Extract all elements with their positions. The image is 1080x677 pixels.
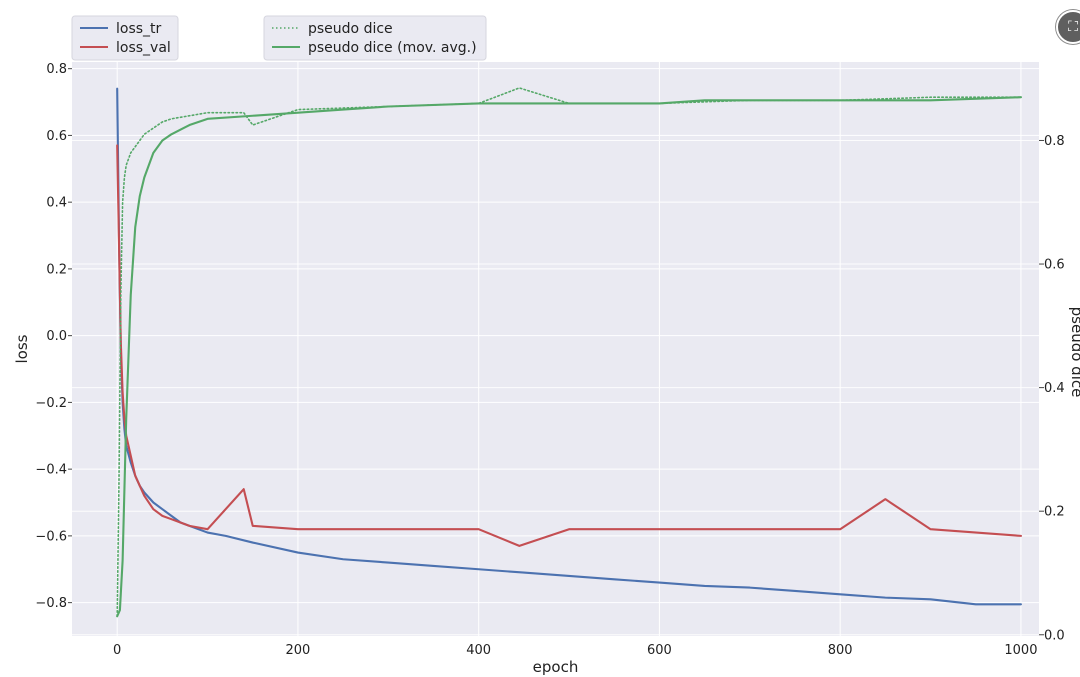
y-axis-right-label: pseudo dice bbox=[1068, 307, 1080, 398]
legend-label-2-2: pseudo dice (mov. avg.) bbox=[308, 40, 477, 56]
y-right-tick-label-4: 0.0 bbox=[1044, 628, 1065, 643]
y-left-tick-label-4: 0.0 bbox=[46, 329, 67, 344]
y-left-tick-label-5: −0.2 bbox=[35, 396, 67, 411]
y-right-tick-label-3: 0.2 bbox=[1044, 505, 1065, 520]
legend-label-1-1: loss_tr bbox=[116, 21, 162, 37]
y-left-tick-label-8: −0.8 bbox=[35, 596, 67, 611]
y-left-tick-label-6: −0.4 bbox=[35, 463, 67, 478]
legend-box-2 bbox=[263, 15, 487, 61]
x-tick-label-0: 0 bbox=[113, 643, 121, 658]
y-left-tick-label-2: 0.4 bbox=[46, 196, 67, 211]
y-left-tick-label-1: 0.6 bbox=[46, 129, 67, 144]
plot-area bbox=[72, 62, 1039, 636]
x-tick-label-3: 600 bbox=[647, 643, 672, 658]
y-left-tick-label-7: −0.6 bbox=[35, 529, 67, 544]
series-line-loss-tr bbox=[116, 87, 1022, 606]
x-tick-label-1: 200 bbox=[286, 643, 311, 658]
expand-icon[interactable]: ⛶ bbox=[1056, 10, 1080, 44]
y-left-tick-label-3: 0.2 bbox=[46, 262, 67, 277]
legend-label-2-1: pseudo dice bbox=[308, 21, 393, 37]
series-line-pseudo-dice-mov-avg- bbox=[116, 96, 1022, 618]
legend-label-1-2: loss_val bbox=[116, 40, 171, 56]
x-tick-label-2: 400 bbox=[466, 643, 491, 658]
x-tick-label-5: 1000 bbox=[1004, 643, 1037, 658]
y-left-tick-label-0: 0.8 bbox=[46, 62, 67, 77]
y-right-tick-label-0: 0.8 bbox=[1044, 134, 1065, 149]
y-right-tick-label-1: 0.6 bbox=[1044, 258, 1065, 273]
x-axis-label: epoch bbox=[533, 658, 579, 676]
y-right-tick-label-2: 0.4 bbox=[1044, 381, 1065, 396]
y-axis-left-label: loss bbox=[13, 334, 31, 363]
x-tick-label-4: 800 bbox=[828, 643, 853, 658]
